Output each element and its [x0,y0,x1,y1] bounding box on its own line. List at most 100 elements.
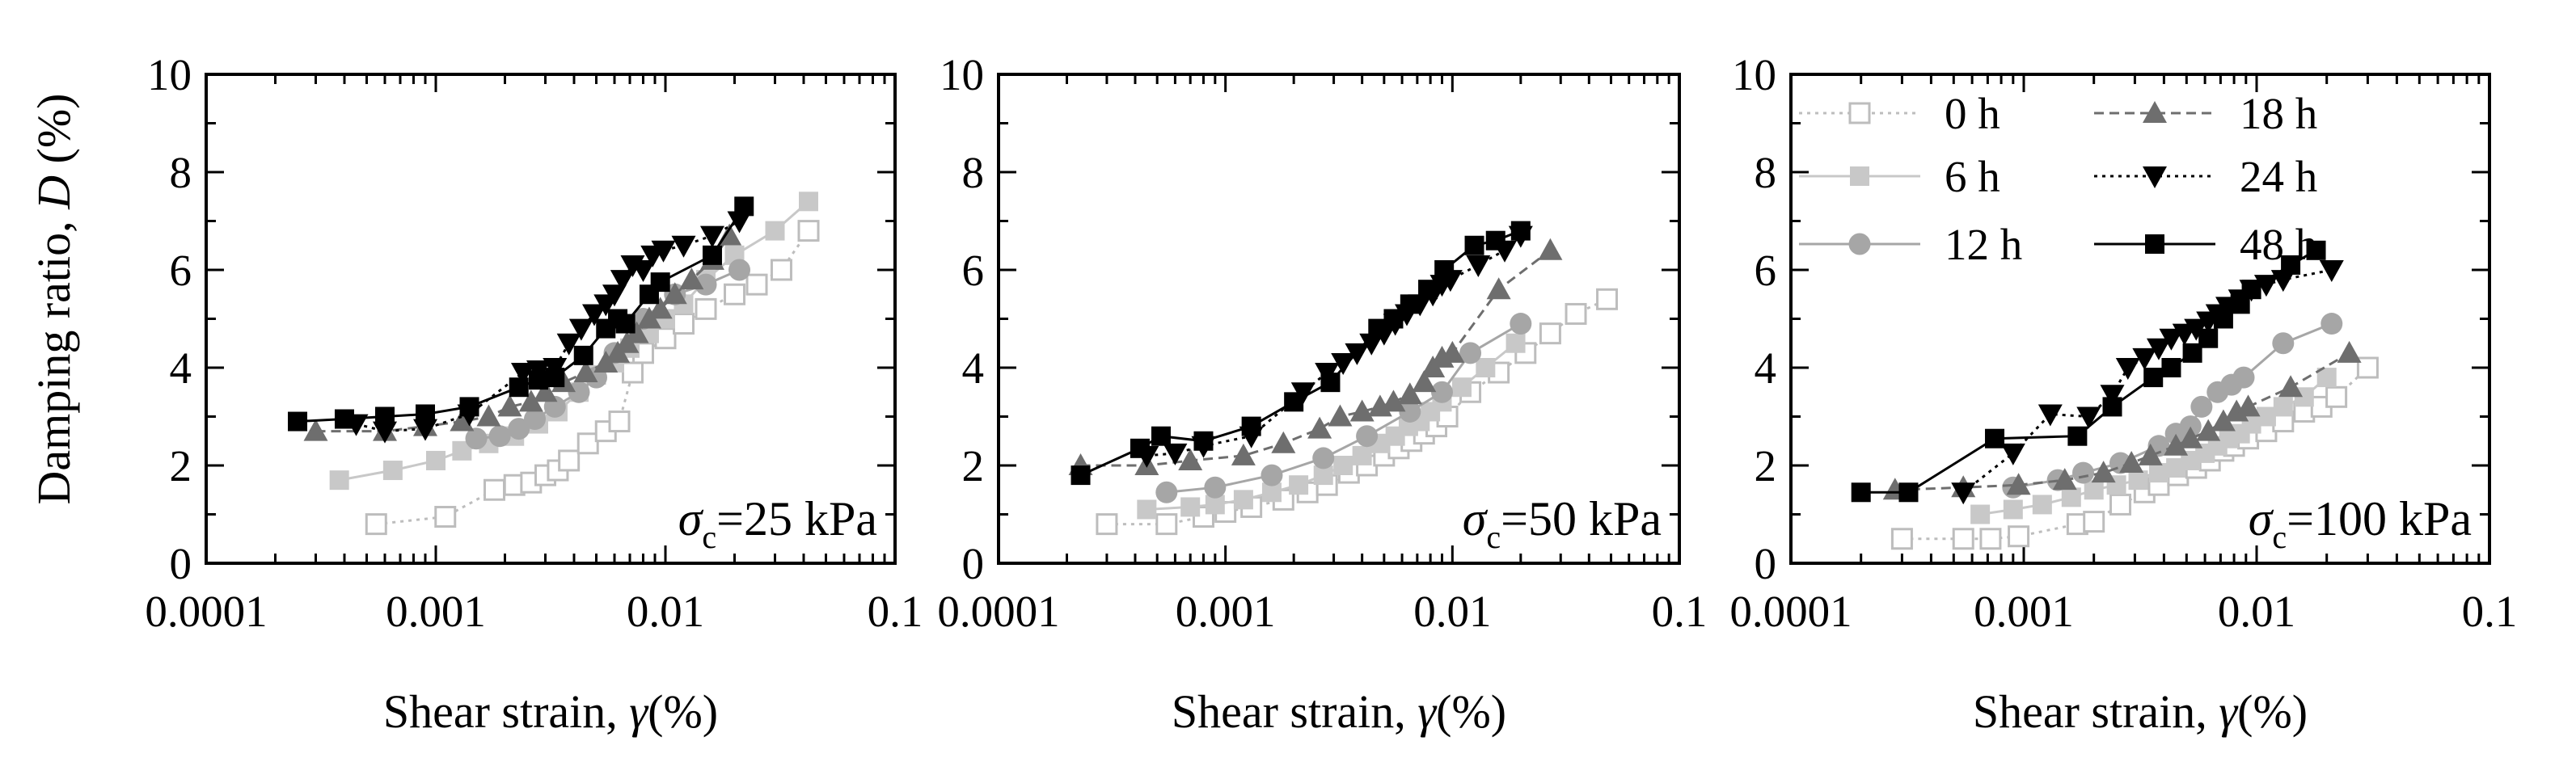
y-tick-label: 4 [962,343,985,393]
data-point [770,259,792,281]
data-point [2270,270,2295,293]
y-axis-label-prefix: Damping ratio, [27,209,80,505]
data-point [648,297,673,319]
data-point [1565,302,1587,325]
stress-annotation: σc=25 kPa [678,492,877,555]
data-point [1328,404,1353,427]
legend-marker [1848,102,1871,124]
x-tick-label: 0.001 [386,587,486,636]
data-point [509,377,529,398]
legend-label: 0 h [1945,89,2000,138]
x-tick-label: 0.0001 [1729,587,1852,636]
data-point [2190,395,2213,418]
data-point [1359,333,1384,356]
data-point [450,409,475,432]
data-point [2052,468,2077,491]
legend-marker [1848,233,1871,255]
data-point [1485,230,1505,251]
series-line [315,234,731,433]
data-point [2148,463,2168,483]
data-point [608,411,631,433]
data-point [2146,338,2171,360]
legend-label: 6 h [1945,152,2000,201]
sigma-subscript: c [2272,519,2287,555]
data-point [1539,322,1561,345]
data-point [2232,366,2255,389]
data-point [556,333,581,356]
stress-value: =100 kPa [2287,492,2472,545]
x-tick-label: 0.001 [1176,587,1276,636]
data-point [2178,426,2203,448]
data-point [2091,461,2116,483]
data-point [1307,416,1332,439]
data-point [621,361,644,384]
legend-entry-48h: 48 h [2094,220,2317,269]
series-48h [1071,221,1531,486]
data-point [2008,525,2030,548]
x-axis-label-symbol: γ [629,685,649,738]
sigma-symbol: σ [678,492,704,545]
legend: 0 h 6 h 12 h 18 h 24 h 48 h [1799,89,2317,269]
stress-annotation: σc=100 kPa [2249,492,2472,555]
data-point [2356,356,2379,379]
data-point [1193,431,1214,451]
y-tick-label: 6 [170,246,192,295]
data-point [1412,370,1437,393]
y-tick-label: 2 [170,441,192,491]
data-point [1890,528,1913,550]
data-point [1071,465,1091,486]
legend-marker [2145,234,2164,254]
x-tick-label: 0.1 [1652,587,1708,636]
data-point [2337,340,2362,363]
x-axis-label: Shear strain, γ(%) [1973,685,2308,738]
y-tick-label: 6 [962,246,985,295]
data-point [2319,260,2344,282]
data-point [2196,419,2221,441]
x-axis-label-suffix: (%) [2237,685,2308,738]
data-point [2143,368,2164,388]
data-point [558,449,581,472]
data-point [650,272,670,293]
x-tick-label: 0.1 [2462,587,2518,636]
legend-entry-0h: 0 h [1799,89,2000,138]
data-point [568,381,590,403]
x-tick-label: 0.01 [1413,587,1491,636]
data-point [2132,347,2157,370]
y-tick-label: 0 [170,539,192,588]
data-point [1505,333,1526,353]
data-point [615,314,636,334]
data-point [2083,511,2105,533]
x-tick-label: 0.001 [1974,587,2074,636]
data-point [602,284,627,307]
data-point [1898,482,1919,503]
data-point [1130,438,1150,458]
data-point [2161,358,2181,377]
data-point [2102,397,2122,417]
y-tick-label: 10 [1732,50,1776,99]
data-point [2278,375,2304,398]
legend-entry-12h: 12 h [1799,220,2022,269]
data-point [695,273,717,296]
data-point [2179,415,2202,438]
legend-label: 18 h [2240,89,2317,138]
data-point [2281,255,2301,275]
data-point [651,240,676,263]
y-tick-label: 0 [1755,539,1777,588]
y-tick-label: 8 [1755,148,1777,197]
data-point [497,394,522,417]
data-point [2306,240,2326,260]
panel-3: 0.0001 0.001 0.01 0.1 0 2 4 6 8 10 Shear strain, γ… [1729,50,2517,738]
data-point [434,506,457,528]
data-point [1271,431,1296,453]
series-18h [1068,238,1563,475]
data-point [2061,487,2081,507]
y-tick-label: 4 [170,343,192,393]
data-point [1510,313,1532,335]
data-point [416,404,436,424]
data-point [1951,482,1976,505]
legend-label: 48 h [2240,220,2317,269]
data-point [1434,260,1455,280]
data-point [745,273,768,296]
data-point [2213,309,2233,329]
data-point [528,370,548,390]
